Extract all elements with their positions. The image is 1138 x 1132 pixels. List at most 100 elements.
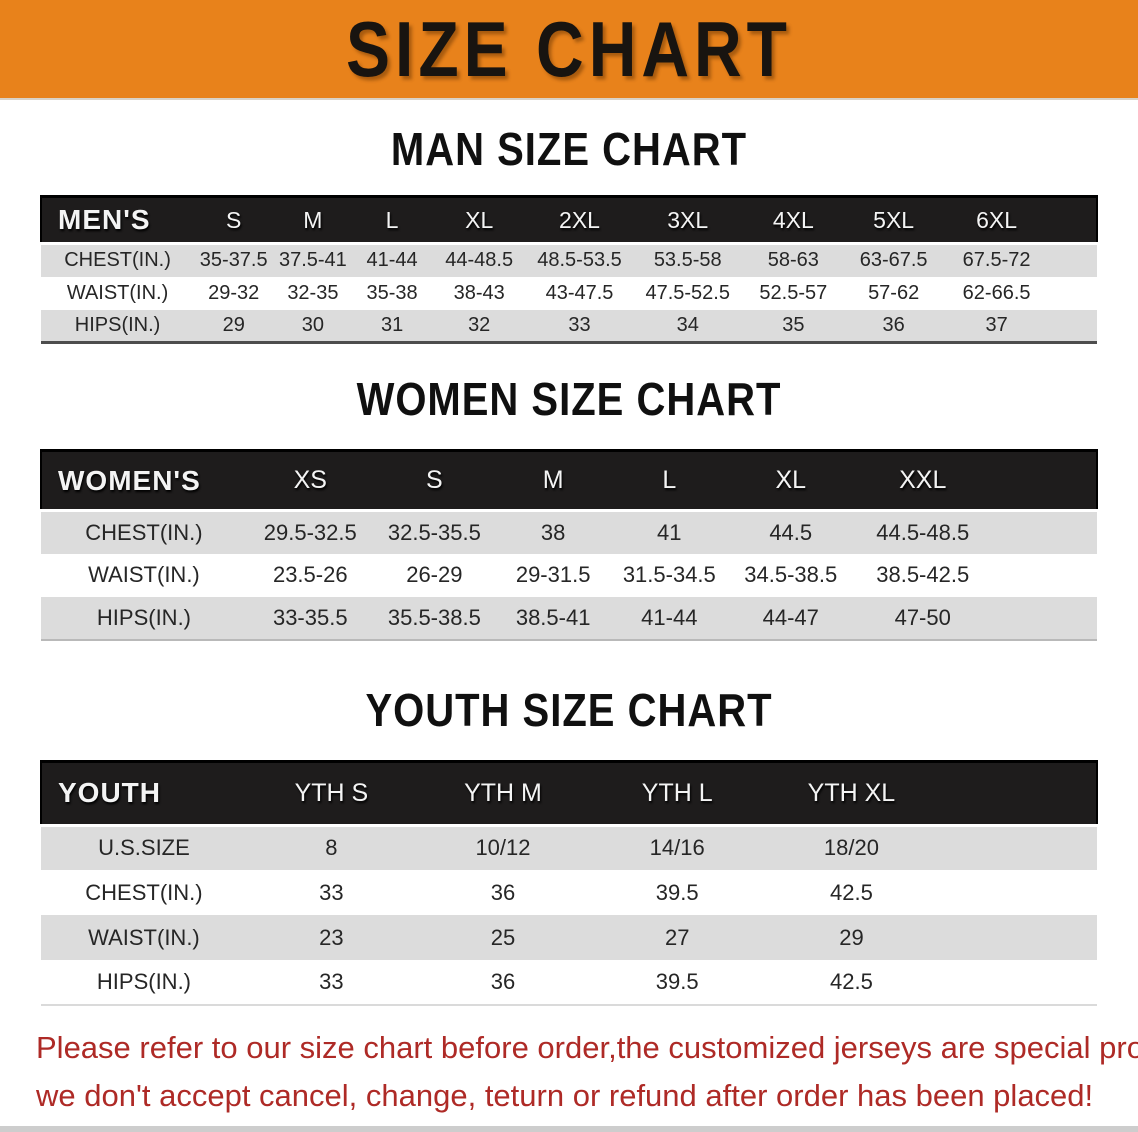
size-value-cell: 29 [194,309,274,344]
size-column-header: 6XL [943,195,1050,245]
size-value-cell: 29 [839,924,864,950]
size-value-cell: 33 [246,960,416,1006]
size-value-cell: 38-43 [453,281,505,304]
men-section-heading: MAN SIZE CHART [390,124,748,176]
row-spacer [991,596,1097,641]
size-column-header: YTH M [415,759,591,827]
header-spacer [938,759,1099,827]
table-row: HIPS(IN.) 29 30 31 32 33 34 35 36 37 [41,309,1097,344]
table-row: WAIST(IN.) 23.5-26 26-29 29-31.5 31.5-34.5 34… [41,553,1097,597]
size-chart-body: MAN SIZE CHART MEN'S S M L XL 2XL 3XL 4XL 5XL 6XL… [0,124,1138,1006]
size-value-cell: 26-29 [406,562,463,587]
size-value-cell: 47-50 [854,596,992,641]
table-header-label: WOMEN'S [40,449,247,512]
table-row: HIPS(IN.) 33-35.5 35.5-38.5 38.5-41 41-44 44-… [41,596,1097,641]
size-value-cell: 36 [415,960,591,1006]
size-value-cell: 52.5-57 [759,281,828,304]
disclaimer-line-1: Please refer to our size chart before or… [36,1030,1138,1065]
size-value-cell: 33-35.5 [246,596,374,641]
row-spacer [939,825,1097,870]
measure-label: WAIST(IN.) [88,562,200,587]
row-spacer [1049,277,1097,310]
size-column-header: XL [431,195,527,245]
row-spacer [1049,309,1097,344]
table-header-label: MEN'S [39,195,195,245]
size-value-cell: 48.5-53.5 [537,249,622,272]
table-header-row: WOMEN'S XS S M L XL XXL [40,449,1098,512]
size-value-cell: 29-31.5 [515,562,591,587]
size-value-cell: 34 [632,309,744,344]
size-value-cell: 31 [352,309,432,344]
size-value-cell: 39.5 [590,960,765,1006]
banner: SIZE CHART [0,0,1138,100]
size-value-cell: 33 [319,879,344,905]
size-column-header: XS [246,449,374,512]
women-section-heading: WOMEN SIZE CHART [356,374,782,426]
size-value-cell: 38 [540,519,566,545]
size-value-cell: 37.5-41 [278,249,347,272]
row-spacer [939,915,1097,960]
size-value-cell: 67.5-72 [962,249,1031,272]
size-value-cell: 39.5 [655,879,699,905]
size-column-header: S [373,449,496,512]
measure-label: CHEST(IN.) [85,879,203,905]
table-header-row: MEN'S S M L XL 2XL 3XL 4XL 5XL 6XL [39,195,1098,245]
size-value-cell: 30 [273,309,353,344]
measure-label: CHEST(IN.) [64,249,171,272]
size-value-cell: 32-35 [287,281,339,304]
women-size-table: WOMEN'S XS S M L XL XXL CHEST(IN.) 29.5-32.5 32.5… [40,449,1098,641]
table-header-row: YOUTH YTH S YTH M YTH L YTH XL [40,759,1099,827]
size-column-header: 4XL [743,195,844,245]
size-value-cell: 63-67.5 [859,249,928,272]
size-value-cell: 23 [319,924,344,950]
men-size-table: MEN'S S M L XL 2XL 3XL 4XL 5XL 6XL CHEST(IN.) 35-37… [39,195,1098,344]
size-value-cell: 36 [490,879,516,905]
size-value-cell: 33 [526,309,633,344]
youth-section: YOUTH SIZE CHART YOUTH YTH S YTH M YTH L YTH… [0,685,1138,1006]
men-section: MAN SIZE CHART MEN'S S M L XL 2XL 3XL 4XL 5XL 6XL… [0,124,1138,344]
size-value-cell: 18/20 [823,835,879,861]
size-value-cell: 38.5-42.5 [876,562,970,587]
table-row: CHEST(IN.) 33 36 39.5 42.5 [41,870,1097,915]
table-row: WAIST(IN.) 23 25 27 29 [41,915,1097,960]
women-section: WOMEN SIZE CHART WOMEN'S XS S M L XL XXL CHEST(… [0,374,1138,641]
size-value-cell: 29.5-32.5 [263,519,357,545]
size-value-cell: 62-66.5 [962,281,1031,304]
size-value-cell: 35.5-38.5 [373,596,496,641]
size-value-cell: 32 [431,309,527,344]
size-column-header: YTH S [246,759,416,827]
measure-label: HIPS(IN.) [41,960,247,1006]
measure-label: WAIST(IN.) [88,924,200,950]
table-row: U.S.SIZE 8 10/12 14/16 18/20 [41,825,1097,870]
size-column-header: L [611,449,728,512]
size-value-cell: 27 [664,924,690,950]
size-column-header: YTH XL [764,759,939,827]
measure-label: CHEST(IN.) [85,519,203,545]
size-value-cell: 23.5-26 [272,562,348,587]
size-value-cell: 41 [657,519,682,545]
table-header-label: YOUTH [40,759,247,827]
header-spacer [991,449,1098,512]
row-spacer [938,960,1097,1006]
size-value-cell: 35-37.5 [199,249,268,272]
row-spacer [991,554,1097,597]
row-spacer [1049,244,1097,277]
size-column-header: XL [727,449,855,512]
size-column-header: M [273,195,353,245]
size-value-cell: 8 [325,835,338,861]
size-value-cell: 35-38 [366,281,418,304]
size-value-cell: 32.5-35.5 [387,519,481,545]
size-column-header: 2XL [526,195,633,245]
size-column-header: L [352,195,432,245]
measure-label: HIPS(IN.) [41,309,195,344]
row-spacer [939,870,1097,915]
size-column-header: S [194,195,274,245]
size-value-cell: 31.5-34.5 [622,562,716,587]
size-value-cell: 47.5-52.5 [645,281,730,304]
header-spacer [1049,195,1098,245]
table-row: CHEST(IN.) 29.5-32.5 32.5-35.5 38 41 44.5 44.5… [41,510,1097,554]
size-value-cell: 35 [743,309,844,344]
disclaimer-line-2: we don't accept cancel, change, teturn o… [36,1078,1094,1113]
table-row: WAIST(IN.) 29-32 32-35 35-38 38-43 43-47.5 47.… [41,276,1097,310]
size-value-cell: 38.5-41 [495,596,612,641]
